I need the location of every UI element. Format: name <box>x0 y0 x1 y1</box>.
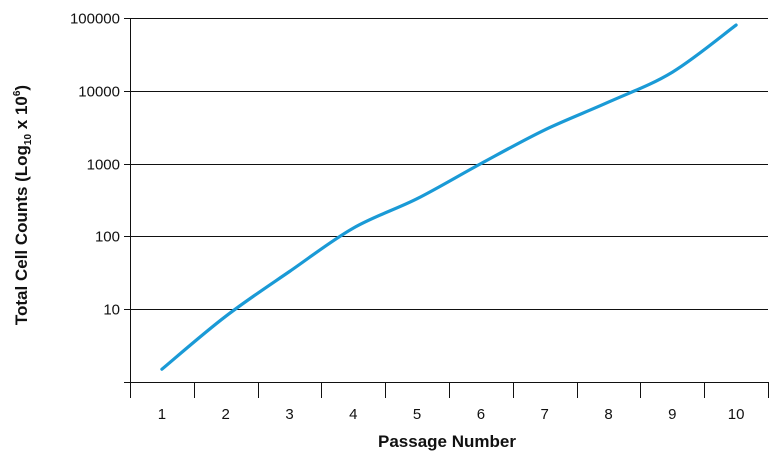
axes <box>124 18 769 398</box>
y-tick-label: 1000 <box>87 157 120 174</box>
x-tick-label: 8 <box>604 406 612 423</box>
x-tick-label: 3 <box>285 406 293 423</box>
x-tick-label: 4 <box>349 406 357 423</box>
series-line <box>160 23 738 371</box>
y-tick-label: 10 <box>103 302 120 319</box>
x-tick-label: 1 <box>158 406 166 423</box>
y-axis-title-suffix: ) <box>12 85 31 91</box>
y-axis-title-subscript: 10 <box>23 133 34 145</box>
grid-lines <box>124 18 768 310</box>
x-tick-label: 2 <box>222 406 230 423</box>
x-tick-label: 9 <box>668 406 676 423</box>
x-tick-label: 10 <box>728 406 745 423</box>
x-axis-title: Passage Number <box>378 432 516 451</box>
y-axis-title-prefix: Total Cell Counts (Log <box>12 145 31 325</box>
tick-labels: 10 100 1000 10000 100000 1 2 3 4 5 6 7 8 9 10 <box>70 11 745 424</box>
y-axis-title-superscript: 6 <box>12 90 23 96</box>
y-tick-label: 100000 <box>70 11 120 28</box>
y-axis-title-middle: x 10 <box>12 96 31 134</box>
x-tick-label: 7 <box>541 406 549 423</box>
y-tick-label: 100 <box>95 229 120 246</box>
y-axis-title: Total Cell Counts (Log10 x 106) <box>12 85 34 325</box>
y-tick-label: 10000 <box>78 84 120 101</box>
x-tick-label: 6 <box>477 406 485 423</box>
series-layer <box>160 23 738 371</box>
x-tick-label: 5 <box>413 406 421 423</box>
